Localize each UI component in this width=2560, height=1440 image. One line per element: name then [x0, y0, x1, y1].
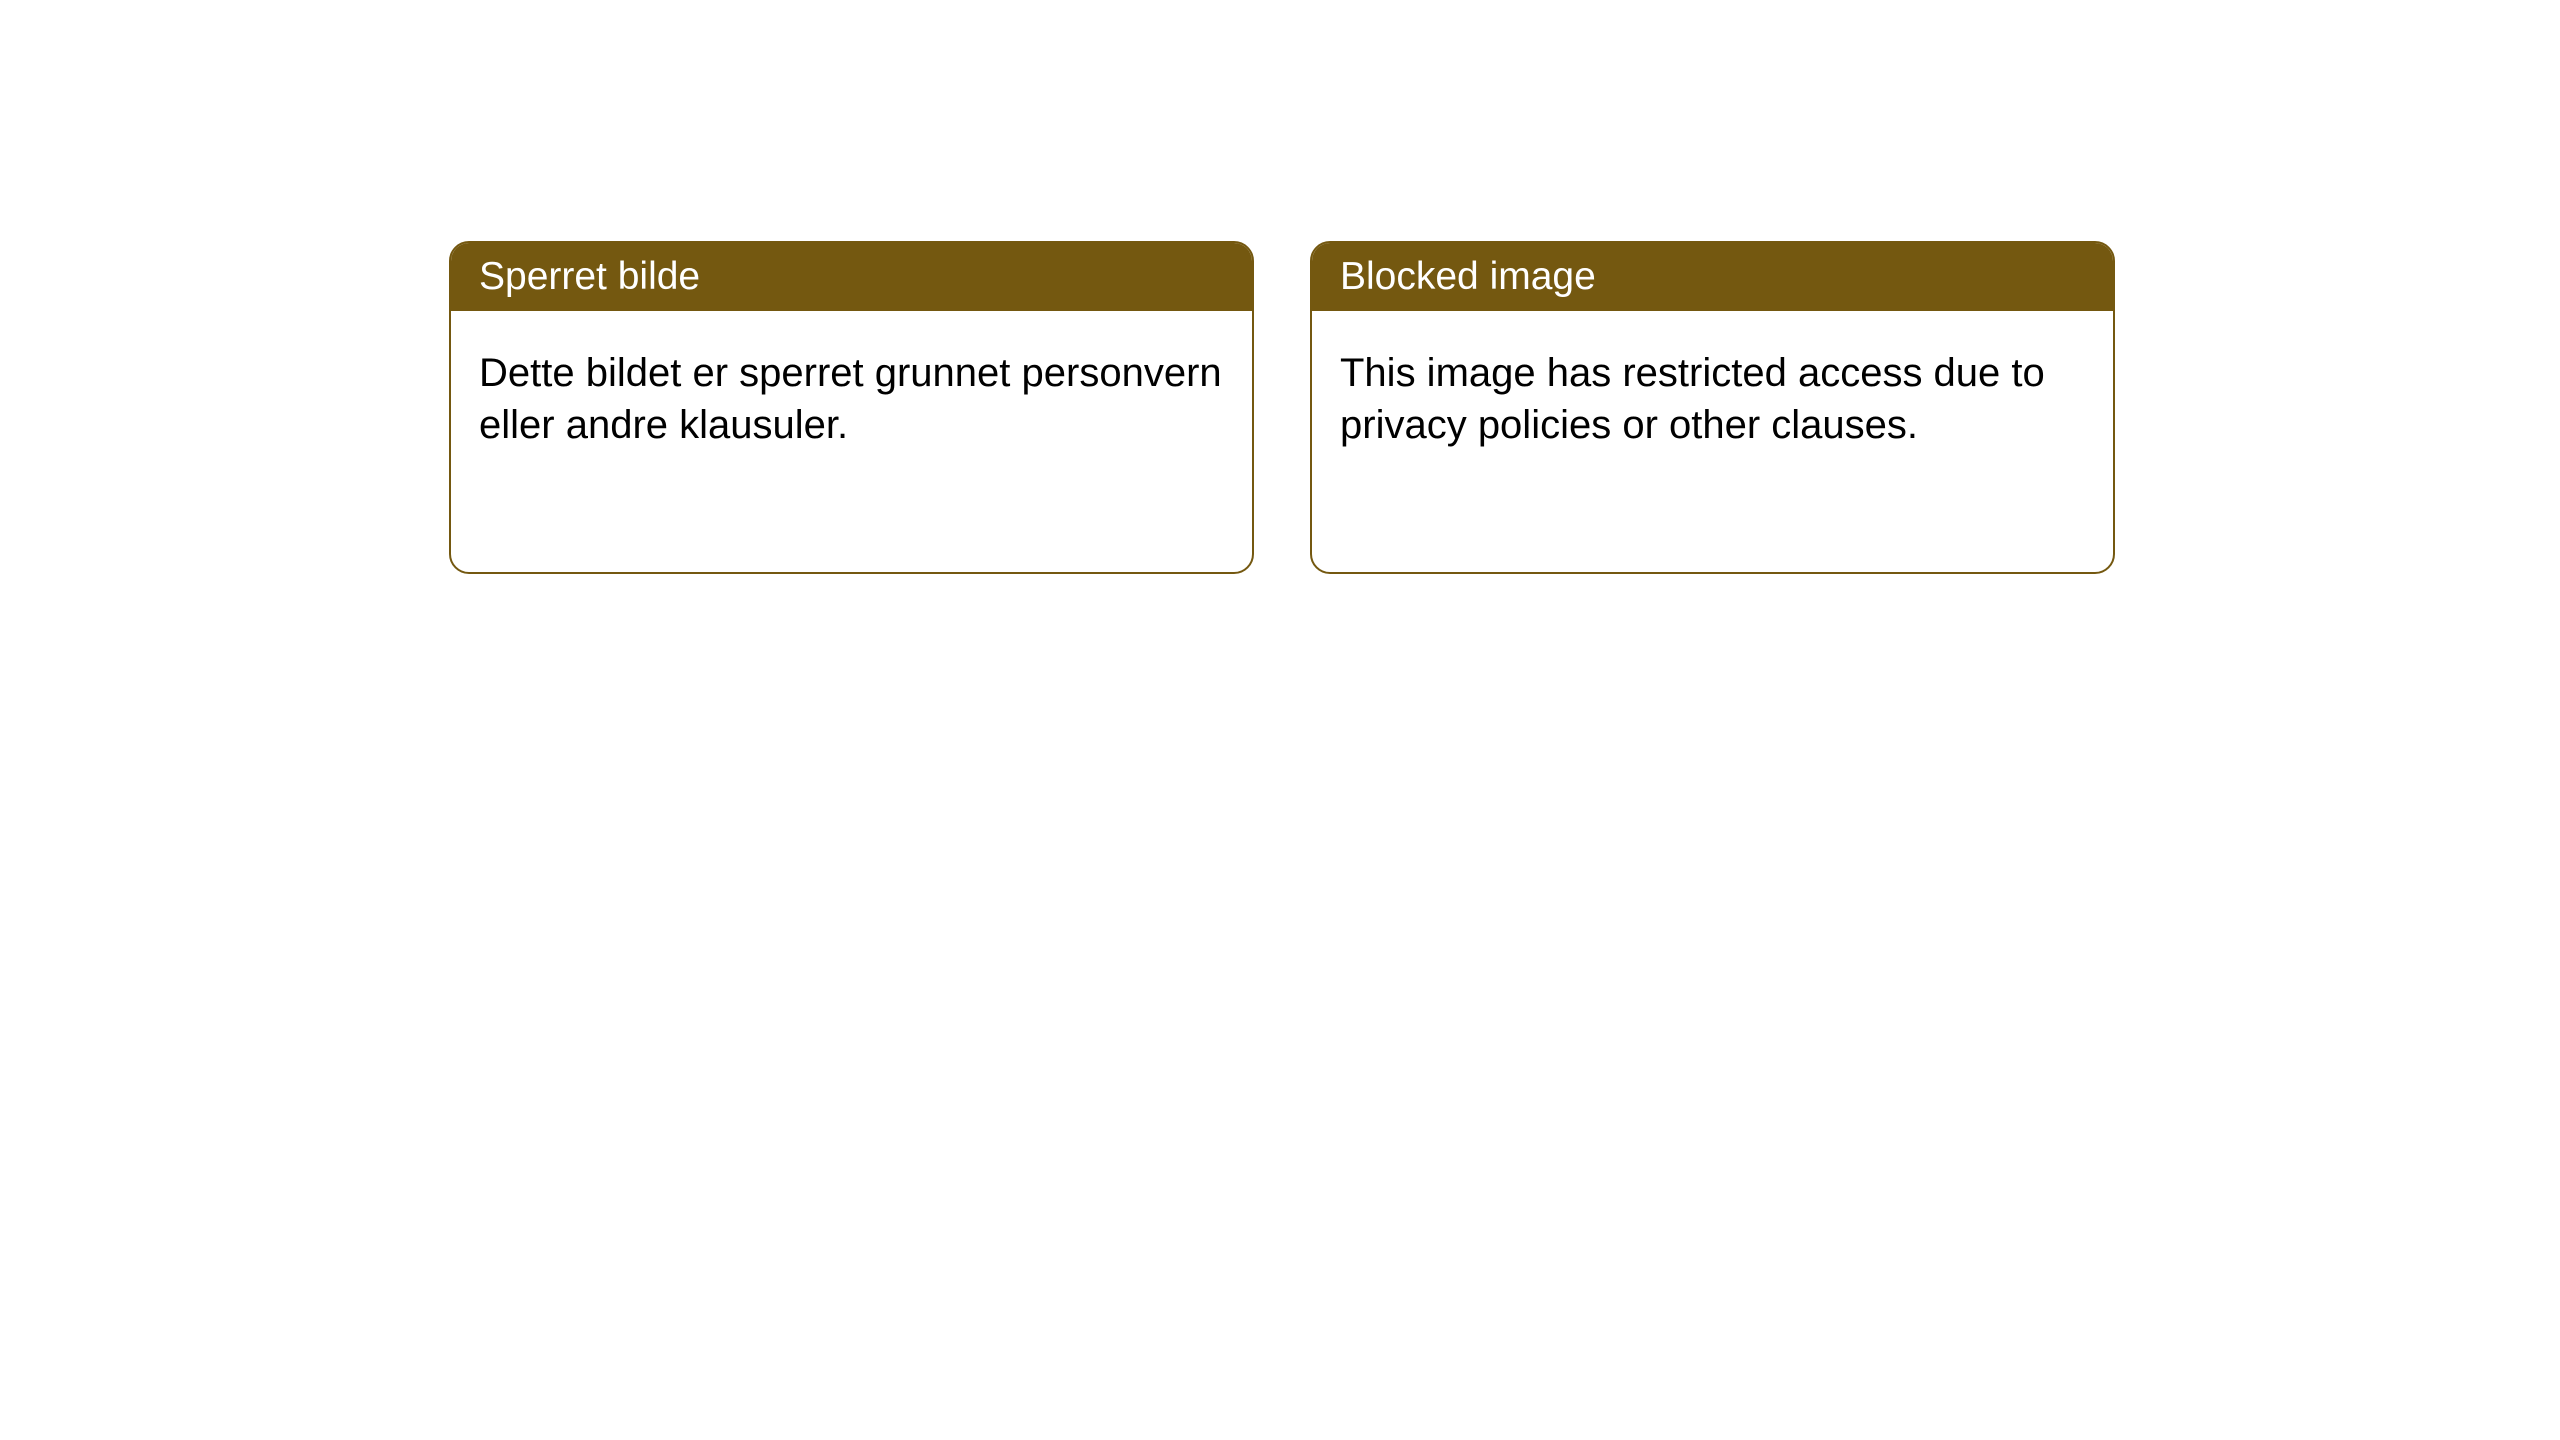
card-header: Sperret bilde — [451, 243, 1252, 311]
card-title: Blocked image — [1340, 255, 1596, 298]
notice-card-norwegian: Sperret bilde Dette bildet er sperret gr… — [449, 241, 1254, 574]
card-title: Sperret bilde — [479, 255, 700, 298]
card-body-text: This image has restricted access due to … — [1340, 351, 2045, 447]
notice-container: Sperret bilde Dette bildet er sperret gr… — [0, 0, 2560, 574]
card-body: Dette bildet er sperret grunnet personve… — [451, 311, 1252, 487]
card-body-text: Dette bildet er sperret grunnet personve… — [479, 351, 1222, 447]
card-body: This image has restricted access due to … — [1312, 311, 2113, 487]
notice-card-english: Blocked image This image has restricted … — [1310, 241, 2115, 574]
card-header: Blocked image — [1312, 243, 2113, 311]
